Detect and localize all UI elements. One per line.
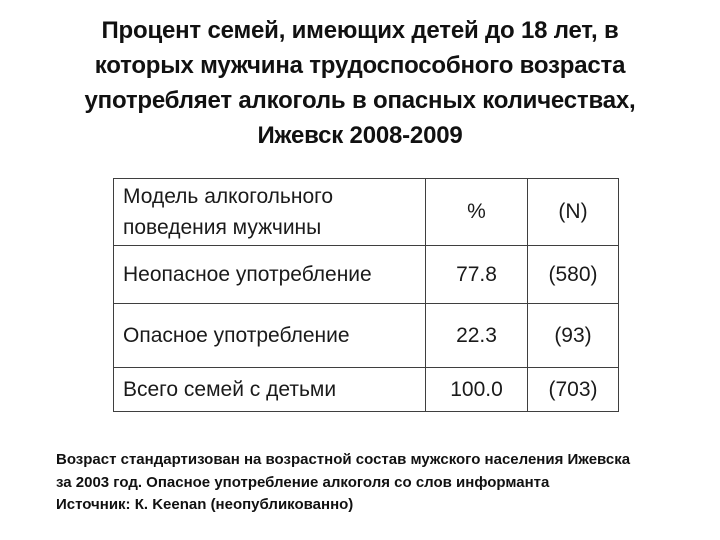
table-row-hazardous-use: Опасное употребление 22.3 (93) (113, 303, 619, 368)
cell-n: (93) (527, 303, 619, 368)
slide-footnote: Возраст стандартизован на возрастной сос… (56, 449, 686, 517)
title-line-2: которых мужчина трудоспособного возраста (94, 52, 626, 79)
cell-percent: 22.3 (425, 303, 528, 368)
cell-label: Неопасное употребление (113, 245, 426, 304)
alcohol-behavior-table: Модель алкогольного поведения мужчины % … (113, 178, 619, 412)
cell-n: (703) (527, 367, 619, 412)
footnote-line-1: Возраст стандартизован на возрастной сос… (56, 451, 631, 468)
cell-n: (580) (527, 245, 619, 304)
title-line-3: употребляет алкоголь в опасных количеств… (84, 87, 636, 114)
table-row-total-families: Всего семей с детьми 100.0 (703) (113, 367, 619, 412)
slide-title: Процент семей, имеющих детей до 18 лет, … (28, 13, 692, 153)
cell-label: Всего семей с детьми (113, 367, 426, 412)
footnote-line-2: за 2003 год. Опасное употребление алкого… (56, 473, 550, 491)
table-header-row: Модель алкогольного поведения мужчины % … (113, 178, 619, 246)
header-cell-percent: % (425, 178, 528, 246)
title-line-4: Ижевск 2008-2009 (257, 122, 463, 149)
cell-label: Опасное употребление (113, 303, 426, 368)
table-row-safe-use: Неопасное употребление 77.8 (580) (113, 245, 619, 304)
header-cell-model: Модель алкогольного поведения мужчины (113, 178, 426, 246)
title-line-1: Процент семей, имеющих детей до 18 лет, … (101, 17, 619, 44)
header-cell-n: (N) (527, 178, 619, 246)
cell-percent: 77.8 (425, 245, 528, 304)
footnote-line-3: Источник: К. Keenan (неопубликованно) (56, 496, 354, 513)
cell-percent: 100.0 (425, 367, 528, 412)
